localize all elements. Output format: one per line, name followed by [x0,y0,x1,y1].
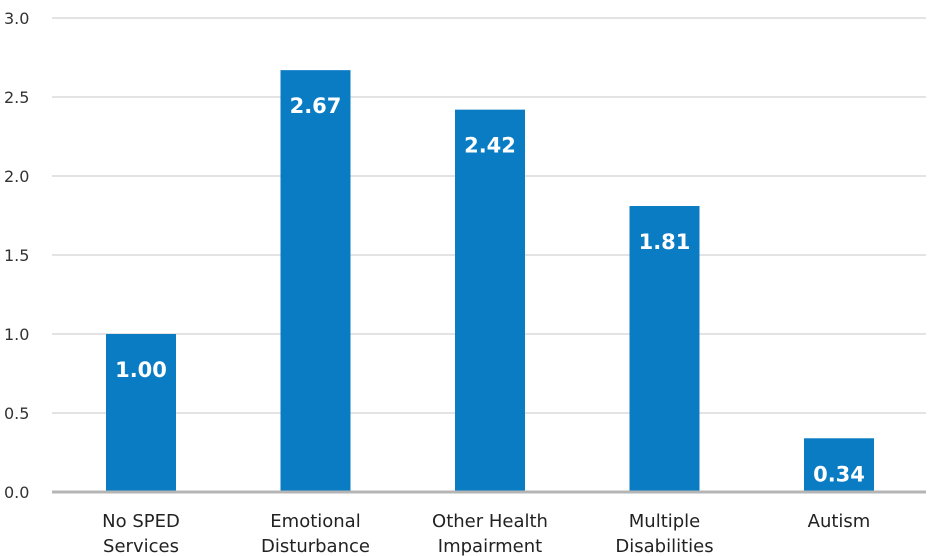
y-axis-tick-labels: 0.0 0.5 1.0 1.5 2.0 2.5 3.0 [4,9,29,502]
y-tick-label: 0.0 [4,483,29,502]
x-category-label: Multiple Disabilities [615,511,713,556]
bar-value-label: 1.81 [639,230,691,254]
y-tick-label: 1.5 [4,246,29,265]
x-category-label: Emotional Disturbance [261,511,370,556]
y-tick-label: 2.0 [4,167,29,186]
y-tick-label: 2.5 [4,88,29,107]
x-category-label: Other Health Impairment [432,511,548,556]
bar-value-label: 0.34 [813,462,865,486]
bar [455,109,525,492]
bar [106,334,176,492]
bar-value-labels: 1.00 2.67 2.42 1.81 0.34 [115,94,865,486]
bar [280,70,351,492]
y-tick-label: 1.0 [4,325,29,344]
x-category-label: No SPED Services [102,511,180,556]
bar-value-label: 2.67 [290,94,342,118]
bar [629,206,700,492]
x-axis-category-labels: No SPED Services Emotional Disturbance Other… [102,511,870,556]
bar-value-label: 2.42 [464,134,516,158]
bar [804,438,874,492]
x-category-label: Autism [808,511,871,532]
y-tick-label: 3.0 [4,9,29,28]
bar-value-label: 1.00 [115,358,167,382]
bars [106,70,874,492]
y-tick-label: 0.5 [4,404,29,423]
